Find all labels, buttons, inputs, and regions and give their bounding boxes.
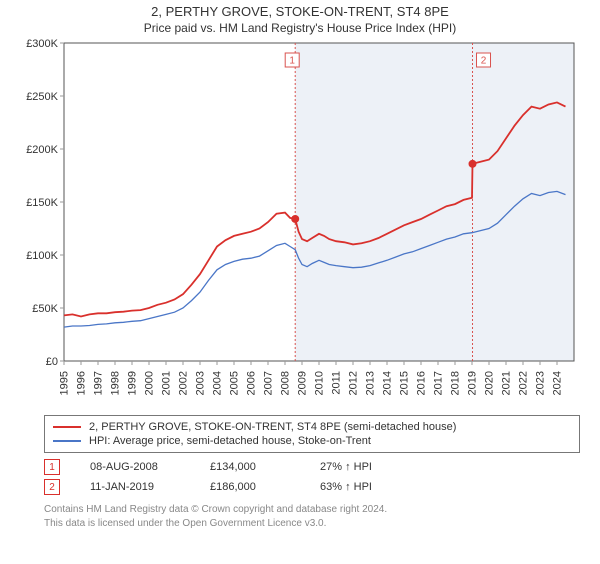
x-tick-label: 2024 xyxy=(551,371,563,395)
x-tick-label: 2005 xyxy=(228,371,240,395)
x-tick-label: 2012 xyxy=(347,371,359,395)
y-tick-label: £50K xyxy=(32,303,58,315)
chart-title: 2, PERTHY GROVE, STOKE-ON-TRENT, ST4 8PE xyxy=(0,4,600,19)
x-tick-label: 2000 xyxy=(143,371,155,395)
x-tick-label: 2019 xyxy=(466,371,478,395)
y-tick-label: £250K xyxy=(26,91,58,103)
shaded-region xyxy=(295,43,574,361)
x-tick-label: 2001 xyxy=(160,371,172,395)
x-tick-label: 1998 xyxy=(109,371,121,395)
x-tick-label: 2014 xyxy=(381,371,393,395)
footer-line2: This data is licensed under the Open Gov… xyxy=(44,517,580,531)
y-tick-label: £0 xyxy=(46,356,58,368)
x-tick-label: 1996 xyxy=(75,371,87,395)
transaction-marker: 1 xyxy=(44,459,60,475)
x-tick-label: 2009 xyxy=(296,371,308,395)
legend-swatch xyxy=(53,440,81,442)
x-tick-label: 2006 xyxy=(245,371,257,395)
legend-item: HPI: Average price, semi-detached house,… xyxy=(53,434,571,448)
x-tick-label: 1997 xyxy=(92,371,104,395)
transaction-table: 1 08-AUG-2008 £134,000 27% ↑ HPI 2 11-JAN-201… xyxy=(44,457,580,497)
legend-item: 2, PERTHY GROVE, STOKE-ON-TRENT, ST4 8PE… xyxy=(53,420,571,434)
y-tick-label: £300K xyxy=(26,39,58,50)
footer-attribution: Contains HM Land Registry data © Crown c… xyxy=(44,503,580,530)
data-point-marker xyxy=(291,215,299,223)
y-tick-label: £200K xyxy=(26,144,58,156)
chart-plot: £0 £50K £100K £150K £200K £250K £300K 1995 1996 1… xyxy=(20,39,580,409)
transaction-row: 1 08-AUG-2008 £134,000 27% ↑ HPI xyxy=(44,457,580,477)
transaction-date: 08-AUG-2008 xyxy=(90,461,180,473)
x-tick-label: 2015 xyxy=(398,371,410,395)
chart-subtitle: Price paid vs. HM Land Registry's House … xyxy=(0,21,600,35)
x-tick-label: 1999 xyxy=(126,371,138,395)
x-tick-label: 2003 xyxy=(194,371,206,395)
transaction-date: 11-JAN-2019 xyxy=(90,481,180,493)
x-tick-label: 2018 xyxy=(449,371,461,395)
x-tick-label: 2004 xyxy=(211,371,223,395)
x-tick-label: 2010 xyxy=(313,371,325,395)
x-tick-label: 2016 xyxy=(415,371,427,395)
x-tick-label: 2002 xyxy=(177,371,189,395)
chart-container: 2, PERTHY GROVE, STOKE-ON-TRENT, ST4 8PE… xyxy=(0,4,600,564)
legend-swatch xyxy=(53,426,81,428)
y-tick-label: £100K xyxy=(26,250,58,262)
x-tick-label: 2008 xyxy=(279,371,291,395)
legend: 2, PERTHY GROVE, STOKE-ON-TRENT, ST4 8PE… xyxy=(44,415,580,453)
transaction-marker: 2 xyxy=(44,479,60,495)
transaction-row: 2 11-JAN-2019 £186,000 63% ↑ HPI xyxy=(44,477,580,497)
footer-line1: Contains HM Land Registry data © Crown c… xyxy=(44,503,580,517)
x-tick-label: 2011 xyxy=(330,371,342,395)
transaction-marker-label: 1 xyxy=(289,56,295,67)
y-tick-label: £150K xyxy=(26,197,58,209)
x-tick-label: 2023 xyxy=(534,371,546,395)
x-tick-label: 2020 xyxy=(483,371,495,395)
legend-label: HPI: Average price, semi-detached house,… xyxy=(89,435,371,447)
x-tick-label: 1995 xyxy=(58,371,70,395)
x-tick-label: 2022 xyxy=(517,371,529,395)
chart-svg: £0 £50K £100K £150K £200K £250K £300K 1995 1996 1… xyxy=(20,39,580,409)
data-point-marker xyxy=(469,160,477,168)
legend-label: 2, PERTHY GROVE, STOKE-ON-TRENT, ST4 8PE… xyxy=(89,421,456,433)
transaction-delta: 63% ↑ HPI xyxy=(320,481,400,493)
x-tick-label: 2013 xyxy=(364,371,376,395)
transaction-delta: 27% ↑ HPI xyxy=(320,461,400,473)
x-tick-label: 2007 xyxy=(262,371,274,395)
transaction-marker-label: 2 xyxy=(481,56,487,67)
transaction-price: £186,000 xyxy=(210,481,290,493)
x-tick-label: 2021 xyxy=(500,371,512,395)
transaction-price: £134,000 xyxy=(210,461,290,473)
x-tick-label: 2017 xyxy=(432,371,444,395)
